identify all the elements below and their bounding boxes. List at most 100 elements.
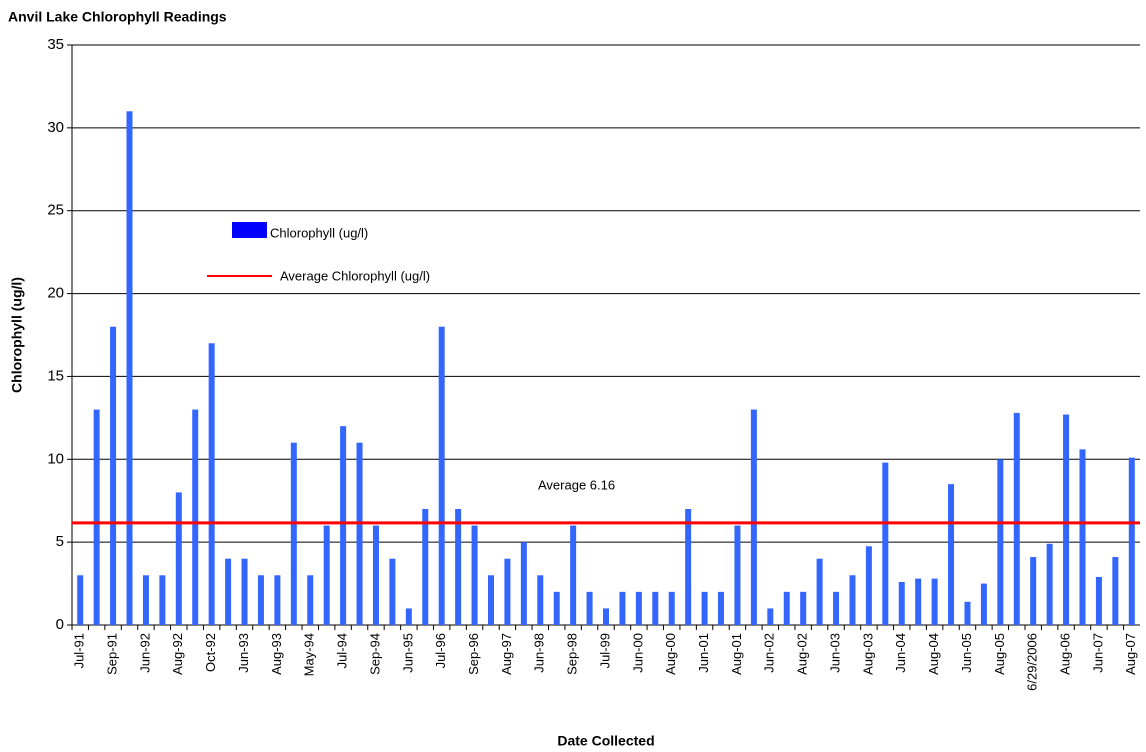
x-tick-label: Jul-96 <box>433 633 448 668</box>
x-tick-label: Jun-01 <box>696 633 711 673</box>
bar <box>455 509 462 625</box>
bar <box>77 575 84 625</box>
x-tick-label: Jun-02 <box>762 633 777 673</box>
bar <box>1063 414 1070 625</box>
bar <box>1046 543 1053 625</box>
bar <box>257 575 264 625</box>
bar <box>110 326 117 625</box>
bar <box>997 459 1004 625</box>
bar <box>931 578 938 625</box>
bar <box>586 591 593 625</box>
bar <box>833 591 840 625</box>
bar <box>241 558 248 625</box>
x-tick-label: Sep-96 <box>466 633 481 675</box>
x-tick-label: Aug-01 <box>729 633 744 675</box>
x-tick-label: Jun-04 <box>893 633 908 673</box>
bar <box>701 591 708 625</box>
bar <box>504 558 511 625</box>
legend-label: Average Chlorophyll (ug/l) <box>280 268 430 283</box>
bar <box>405 608 412 625</box>
bar <box>274 575 281 625</box>
bar <box>619 591 626 625</box>
bar <box>1095 576 1102 625</box>
bar <box>1013 412 1020 625</box>
bar <box>898 581 905 625</box>
x-tick-label: Aug-92 <box>170 633 185 675</box>
x-tick-label: Aug-06 <box>1057 633 1072 675</box>
bar <box>685 509 692 625</box>
x-tick-label: Aug-04 <box>926 633 941 675</box>
x-tick-label: Aug-02 <box>795 633 810 675</box>
x-tick-label: Aug-93 <box>269 633 284 675</box>
bar <box>603 608 609 625</box>
bar <box>734 525 741 625</box>
bar <box>93 409 100 625</box>
bar <box>1079 449 1086 625</box>
x-tick-label: Jun-92 <box>137 633 152 673</box>
bar <box>783 591 790 625</box>
bar <box>422 509 429 625</box>
bar <box>750 409 757 625</box>
bar <box>1128 457 1135 625</box>
chart-title: Anvil Lake Chlorophyll Readings <box>8 9 227 25</box>
x-tick-label: Aug-97 <box>499 633 514 675</box>
x-tick-label: Oct-92 <box>203 633 218 672</box>
y-tick-label: 35 <box>47 36 64 53</box>
bar <box>520 542 527 625</box>
x-axis-label: Date Collected <box>557 733 654 749</box>
legend-swatch <box>232 222 267 238</box>
x-tick-label: Aug-05 <box>992 633 1007 675</box>
x-tick-label: Aug-07 <box>1123 633 1138 675</box>
average-annotation: Average 6.16 <box>538 477 615 492</box>
bar <box>865 546 872 625</box>
bar <box>159 575 166 625</box>
bar <box>1030 557 1037 625</box>
y-tick-label: 15 <box>47 367 64 384</box>
x-tick-label: Sep-91 <box>105 633 120 675</box>
bar <box>635 591 642 625</box>
bar <box>487 575 494 625</box>
bar <box>882 462 889 625</box>
x-tick-label: Aug-03 <box>860 633 875 675</box>
bar <box>964 601 971 625</box>
bar <box>438 326 445 625</box>
x-tick-label: Jul-91 <box>72 633 87 668</box>
bar <box>849 575 856 625</box>
bar <box>816 558 823 625</box>
x-tick-label: Jun-95 <box>400 633 415 673</box>
bar <box>372 525 379 625</box>
x-tick-label: Jun-00 <box>630 633 645 673</box>
bar <box>142 575 149 625</box>
bar <box>1112 557 1119 625</box>
x-tick-label: 6/29/2006 <box>1025 633 1040 691</box>
bar <box>652 591 659 625</box>
x-tick-label: Sep-98 <box>565 633 580 675</box>
bar <box>389 558 396 625</box>
y-tick-label: 30 <box>47 119 64 136</box>
y-tick-label: 0 <box>56 616 64 633</box>
x-tick-label: Jun-07 <box>1090 633 1105 673</box>
bar <box>915 578 922 625</box>
bar <box>307 575 314 625</box>
y-tick-label: 10 <box>47 450 64 467</box>
bar <box>537 575 544 625</box>
x-tick-label: Jul-94 <box>335 633 350 668</box>
bar <box>340 426 347 625</box>
bar <box>290 442 297 625</box>
legend-label: Chlorophyll (ug/l) <box>270 225 368 240</box>
x-tick-label: Jun-05 <box>959 633 974 673</box>
x-tick-label: Jun-03 <box>827 633 842 673</box>
x-tick-label: Jun-98 <box>532 633 547 673</box>
bar <box>126 111 133 626</box>
bar <box>192 409 199 625</box>
x-tick-label: Jun-93 <box>236 633 251 673</box>
bar <box>471 525 478 625</box>
bar <box>356 442 363 625</box>
bar <box>800 591 807 625</box>
bar <box>718 591 725 625</box>
y-tick-label: 5 <box>56 533 64 550</box>
bar <box>553 591 560 625</box>
x-tick-label: Aug-00 <box>663 633 678 675</box>
bar <box>570 525 577 625</box>
